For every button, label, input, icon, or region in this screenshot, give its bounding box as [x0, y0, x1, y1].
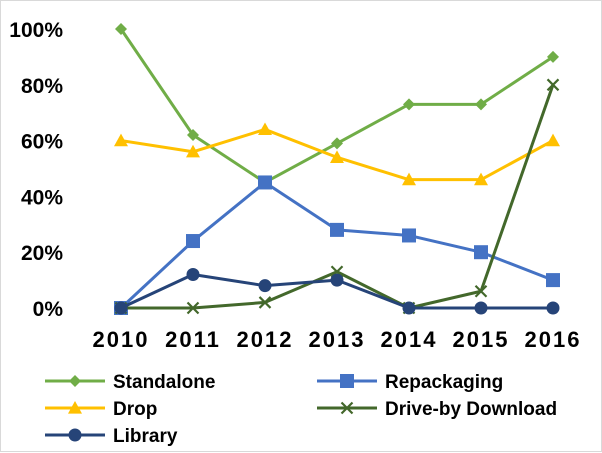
drop-marker	[402, 172, 416, 186]
repackaging-marker	[330, 222, 344, 237]
standalone-marker	[331, 137, 343, 150]
y-tick-label: 20%	[21, 242, 63, 265]
drop-marker	[114, 133, 128, 147]
repackaging-marker	[402, 228, 416, 243]
legend-standalone-marker	[69, 375, 81, 387]
legend-label: Drop	[113, 399, 157, 420]
library-marker	[402, 301, 416, 315]
drop-marker	[258, 122, 272, 136]
legend-entry-repackaging: Repackaging	[317, 372, 503, 393]
series-layer	[114, 23, 560, 315]
y-tick-label: 80%	[21, 75, 63, 98]
repackaging-line	[119, 180, 554, 310]
repackaging-marker	[546, 273, 560, 288]
x-tick-label: 2014	[381, 327, 438, 352]
legend-repackaging-marker	[340, 374, 354, 388]
x-tick-label: 2015	[453, 327, 510, 352]
library-marker	[330, 273, 344, 287]
y-tick-label: 0%	[33, 298, 64, 321]
drive-by-download-marker	[474, 284, 488, 298]
drop-marker	[330, 150, 344, 163]
standalone-marker	[187, 129, 199, 142]
standalone-marker	[475, 98, 487, 111]
legend-entry-library: Library	[45, 426, 178, 447]
axis-layer: 0% 20% 40% 60% 80% 100% 2010 2011 2012 2013 2014 20…	[9, 19, 582, 352]
series-repackaging	[114, 175, 560, 315]
drop-marker	[546, 133, 560, 147]
x-tick-label: 2012	[237, 327, 294, 352]
drive-by-download-marker	[546, 78, 560, 92]
drop-marker	[474, 172, 488, 186]
legend-label: Library	[113, 426, 178, 447]
x-tick-label: 2013	[309, 327, 366, 352]
drop-marker	[186, 144, 200, 158]
legend-label: Standalone	[113, 372, 215, 393]
legend-entry-standalone: Standalone	[45, 372, 215, 393]
y-tick-label: 100%	[9, 19, 63, 42]
y-tick-label: 60%	[21, 131, 63, 154]
repackaging-marker	[258, 175, 272, 190]
repackaging-marker	[186, 234, 200, 249]
x-tick-label: 2016	[525, 327, 582, 352]
series-standalone	[115, 23, 559, 189]
library-marker	[114, 301, 128, 315]
drive-by-download-marker	[258, 296, 272, 309]
series-drive-by-download	[114, 78, 560, 315]
library-marker	[258, 279, 272, 293]
standalone-marker	[403, 98, 415, 111]
legend-entry-drive-by-download: Drive-by Download	[317, 399, 557, 420]
standalone-marker	[115, 23, 127, 35]
legend-label: Repackaging	[385, 372, 503, 393]
legend: Standalone Repackaging Drop Drive-by Downlo…	[45, 372, 557, 447]
repackaging-marker	[474, 245, 488, 260]
series-drop	[114, 122, 560, 186]
x-tick-label: 2011	[165, 327, 221, 352]
library-marker	[474, 301, 488, 315]
legend-label: Drive-by Download	[385, 399, 557, 420]
legend-library-marker	[68, 428, 82, 442]
y-tick-label: 40%	[21, 186, 63, 209]
drive-by-download-marker	[186, 301, 200, 315]
series-library	[114, 268, 560, 315]
legend-drive-by-download-marker	[340, 401, 354, 415]
legend-entry-drop: Drop	[45, 399, 157, 420]
x-tick-label: 2010	[93, 327, 150, 352]
library-marker	[186, 268, 200, 282]
library-marker	[546, 301, 560, 315]
legend-drop-marker	[68, 401, 82, 414]
standalone-marker	[547, 50, 559, 63]
